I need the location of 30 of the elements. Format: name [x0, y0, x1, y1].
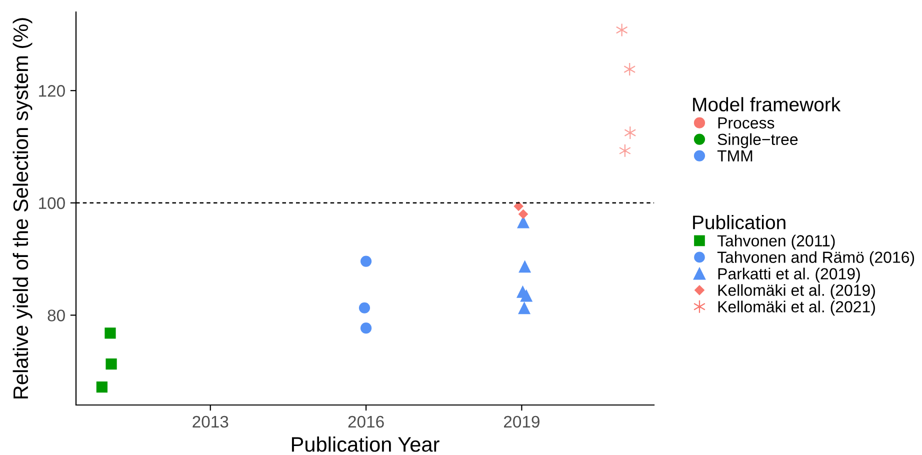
point [520, 289, 533, 302]
y-tick-label: 80 [48, 310, 65, 322]
point [106, 358, 117, 370]
text: Single−tree [718, 133, 798, 148]
legend-label: Parkatti et al. (2019) [718, 268, 860, 283]
x-tick-label: 2019 [504, 416, 540, 428]
x-tick-label: 2016 [348, 416, 384, 428]
point [514, 201, 524, 212]
point [624, 126, 636, 140]
point [96, 381, 108, 393]
x-axis-title: Publication Year [292, 436, 440, 452]
text: TMM [717, 150, 752, 162]
point [358, 302, 370, 314]
point [360, 322, 372, 334]
point [360, 256, 372, 267]
x-tick-label: 2013 [192, 416, 228, 428]
point [518, 209, 528, 220]
text: Process [718, 117, 774, 129]
legend-label: Kellomäki et al. (2021) [718, 300, 875, 316]
y-tick-label: 100 [39, 197, 65, 210]
legend-label: Tahvonen (2011) [717, 234, 835, 250]
text: Model framework [693, 97, 841, 112]
y-axis-title: Relative yield of the Selection system (%) [12, 18, 32, 398]
y-tick-label: 120 [39, 85, 65, 97]
point [518, 302, 531, 314]
legend-label: Kellomäki et al. (2019) [718, 284, 875, 300]
point [104, 328, 116, 339]
legend-label: Tahvonen and Rämö (2016) [717, 251, 914, 266]
point [518, 260, 532, 273]
text: Publication [693, 215, 786, 230]
